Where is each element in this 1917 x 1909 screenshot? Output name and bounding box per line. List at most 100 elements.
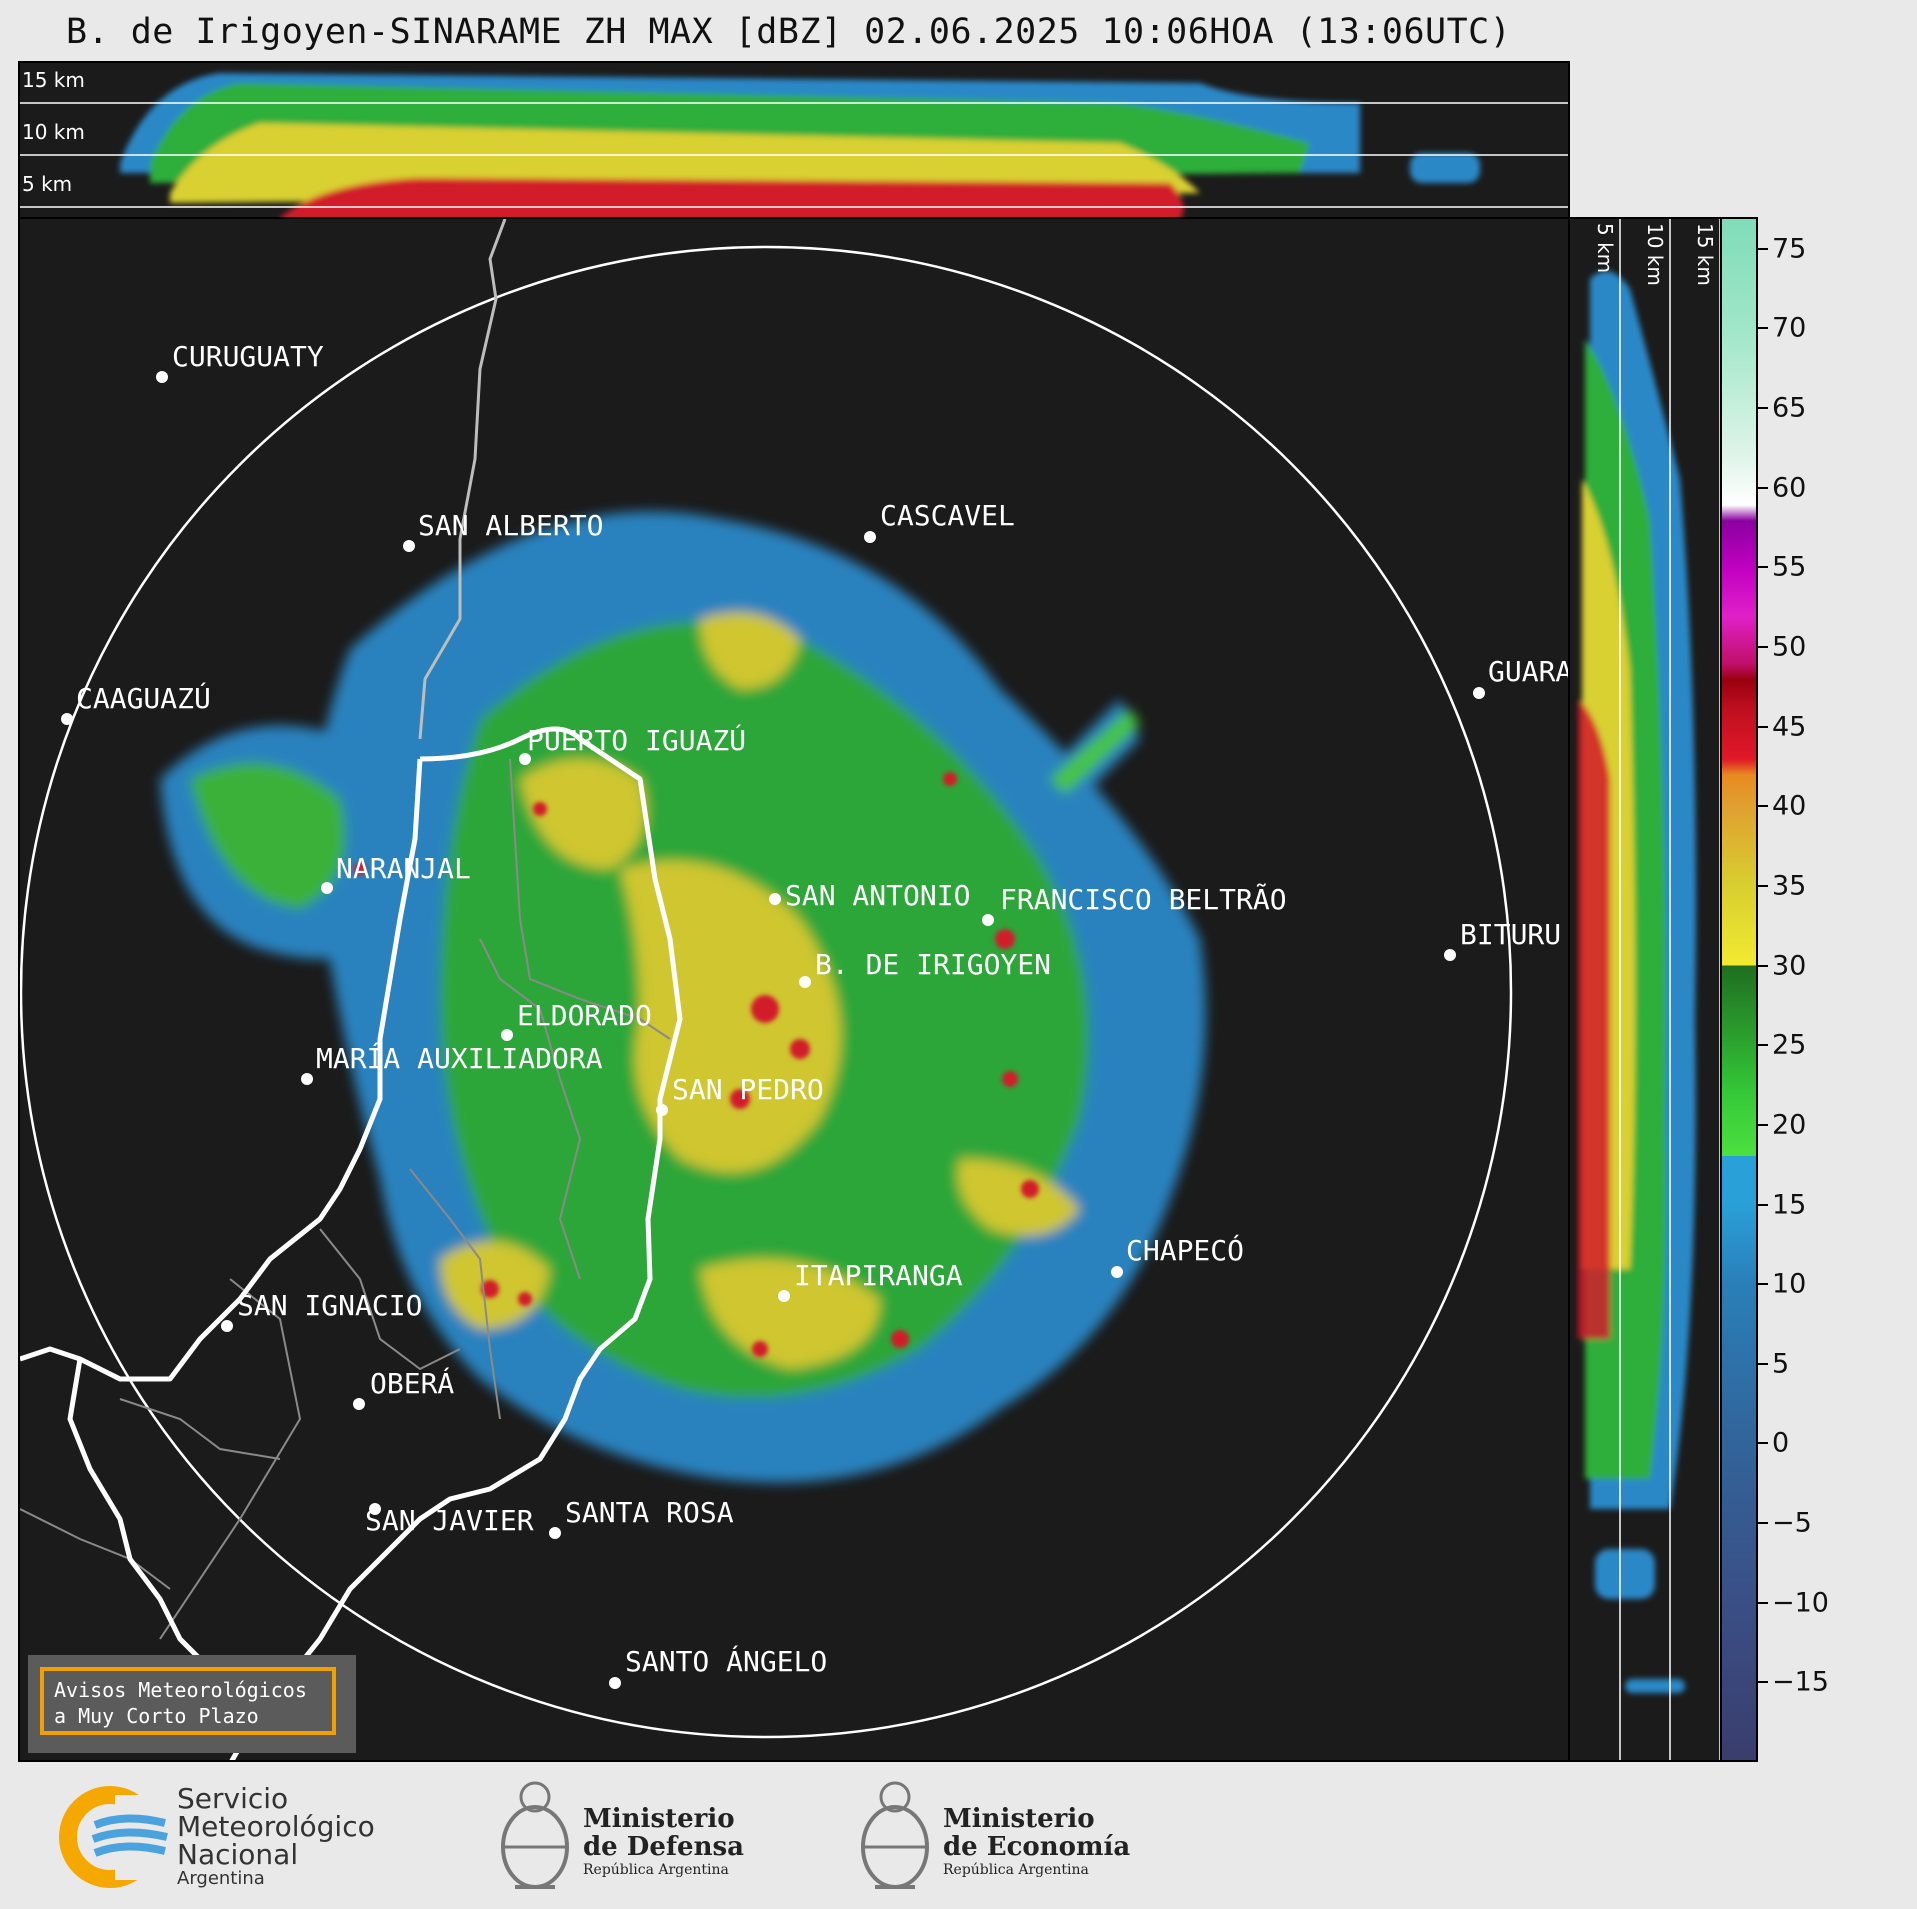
colorbar-tick [1758, 884, 1768, 887]
city-label-francisco-beltrao: FRANCISCO BELTRÃO [1000, 883, 1287, 916]
smn-logo: Servicio Meteorológico Nacional Argentin… [55, 1785, 395, 1890]
colorbar-tick [1758, 247, 1768, 250]
colorbar-tick-label: 0 [1772, 1427, 1790, 1459]
department-boundaries [20, 758, 671, 1640]
profile-ns-echo-east [1410, 153, 1480, 183]
profile-ew-label-10km: 10 km [1643, 223, 1667, 286]
radar-range-ring [20, 245, 1513, 1739]
city-dot-naranjal[interactable] [321, 882, 333, 894]
colorbar-tick [1758, 1522, 1768, 1525]
colorbar-tick-label: 40 [1772, 790, 1807, 822]
nowcasting-notice-box: Avisos Meteorológicos a Muy Corto Plazo [40, 1667, 336, 1735]
profile-ew-label-5km: 5 km [1593, 223, 1617, 273]
city-label-guara: GUARA [1488, 655, 1570, 688]
border-argentina [20, 726, 683, 1760]
city-dot-guara[interactable] [1473, 687, 1485, 699]
city-label-cascavel: CASCAVEL [880, 499, 1015, 532]
city-label-maria-auxiliadora: MARÍA AUXILIADORA [316, 1041, 603, 1075]
economia-line1: Ministerio [943, 1804, 1095, 1834]
smn-logo-icon [59, 1786, 175, 1888]
dbz-colorbar [1720, 217, 1758, 1762]
colorbar-tick [1758, 1442, 1768, 1445]
notice-line1: Avisos Meteorológicos [54, 1678, 307, 1702]
colorbar-tick [1758, 1601, 1768, 1604]
city-dot-obera[interactable] [353, 1398, 365, 1410]
colorbar-tick [1758, 486, 1768, 489]
smn-line4: Argentina [177, 1868, 265, 1889]
colorbar-tick [1758, 1362, 1768, 1365]
colorbar-tick [1758, 725, 1768, 728]
nowcasting-notice: Avisos Meteorológicos a Muy Corto Plazo [28, 1655, 356, 1753]
profile-ns-svg: 15 km 10 km 5 km [20, 68, 1568, 217]
colorbar-tick-label: 70 [1772, 312, 1807, 344]
defensa-seal-icon [501, 1781, 569, 1889]
profile-ns-label-10km: 10 km [22, 120, 85, 144]
city-dot-curuguaty[interactable] [156, 371, 168, 383]
vertical-profile-ew-panel: 5 km 10 km 15 km [1568, 217, 1722, 1762]
city-label-santa-rosa: SANTA ROSA [565, 1496, 734, 1529]
colorbar-tick [1758, 1283, 1768, 1286]
profile-ew-echo-south [1595, 1549, 1655, 1599]
economia-line2: de Economía [943, 1832, 1131, 1862]
city-dot-b-de-irigoyen[interactable] [799, 976, 811, 988]
city-dot-puerto-iguazu[interactable] [519, 753, 531, 765]
city-dot-santa-rosa[interactable] [549, 1527, 561, 1539]
colorbar-tick-label: −10 [1772, 1587, 1829, 1619]
colorbar-tick-label: 35 [1772, 870, 1807, 902]
colorbar-tick [1758, 1123, 1768, 1126]
city-dot-san-alberto[interactable] [403, 540, 415, 552]
colorbar-tick-label: 20 [1772, 1109, 1807, 1141]
city-label-san-antonio: SAN ANTONIO [785, 879, 970, 912]
colorbar-tick-label: 30 [1772, 950, 1807, 982]
city-dot-san-javier[interactable] [369, 1503, 381, 1515]
city-label-bituru: BITURU [1460, 918, 1561, 951]
city-label-obera: OBERÁ [370, 1366, 454, 1400]
city-dot-caaguazu[interactable] [61, 713, 73, 725]
city-dot-chapeco[interactable] [1111, 1266, 1123, 1278]
colorbar-tick [1758, 566, 1768, 569]
colorbar-tick [1758, 1044, 1768, 1047]
radar-echo-layer [160, 511, 1206, 1483]
colorbar-tick [1758, 327, 1768, 330]
city-label-san-ignacio: SAN IGNACIO [237, 1289, 422, 1322]
city-label-curuguaty: CURUGUATY [172, 340, 324, 373]
city-dot-santo-angelo[interactable] [609, 1677, 621, 1689]
colorbar-tick [1758, 646, 1768, 649]
city-dot-san-antonio[interactable] [769, 893, 781, 905]
colorbar-tick-label: 25 [1772, 1029, 1807, 1061]
city-label-san-pedro: SAN PEDRO [672, 1073, 824, 1106]
city-label-naranjal: NARANJAL [336, 852, 471, 885]
economia-seal-icon [861, 1781, 929, 1889]
colorbar-tick [1758, 805, 1768, 808]
city-dot-itapiranga[interactable] [778, 1290, 790, 1302]
radar-echo-cores [354, 772, 1039, 1357]
city-markers [61, 371, 1485, 1689]
colorbar-tick-label: 5 [1772, 1348, 1790, 1380]
economia-line3: República Argentina [943, 1862, 1089, 1878]
city-dot-eldorado[interactable] [501, 1029, 513, 1041]
city-label-san-alberto: SAN ALBERTO [418, 509, 603, 542]
radar-map-svg: CURUGUATY SAN ALBERTO CASCAVEL CAAGUAZÚ … [20, 219, 1570, 1760]
city-dot-maria-auxiliadora[interactable] [301, 1073, 313, 1085]
vertical-profile-ns-panel: 15 km 10 km 5 km [18, 61, 1570, 219]
city-dot-bituru[interactable] [1444, 949, 1456, 961]
colorbar-tick-label: 65 [1772, 392, 1807, 424]
colorbar-tick [1758, 1203, 1768, 1206]
colorbar-tick [1758, 964, 1768, 967]
radar-map-panel[interactable]: CURUGUATY SAN ALBERTO CASCAVEL CAAGUAZÚ … [18, 217, 1570, 1762]
city-label-san-javier: SAN JAVIER [365, 1504, 534, 1537]
city-dot-san-ignacio[interactable] [221, 1320, 233, 1332]
city-label-santo-angelo: SANTO ÁNGELO [625, 1644, 827, 1678]
city-dot-san-pedro[interactable] [656, 1104, 668, 1116]
city-dot-cascavel[interactable] [864, 531, 876, 543]
colorbar-tick-label: 55 [1772, 551, 1807, 583]
smn-line3: Nacional [177, 1838, 299, 1871]
city-labels: CURUGUATY SAN ALBERTO CASCAVEL CAAGUAZÚ … [76, 340, 1570, 1678]
city-label-caaguazu: CAAGUAZÚ [76, 681, 211, 715]
defensa-line2: de Defensa [583, 1832, 744, 1862]
colorbar-tick [1758, 407, 1768, 410]
city-dot-francisco-beltrao[interactable] [982, 914, 994, 926]
city-label-eldorado: ELDORADO [517, 999, 652, 1032]
defensa-line3: República Argentina [583, 1862, 729, 1878]
colorbar-tick-label: −5 [1772, 1507, 1812, 1539]
